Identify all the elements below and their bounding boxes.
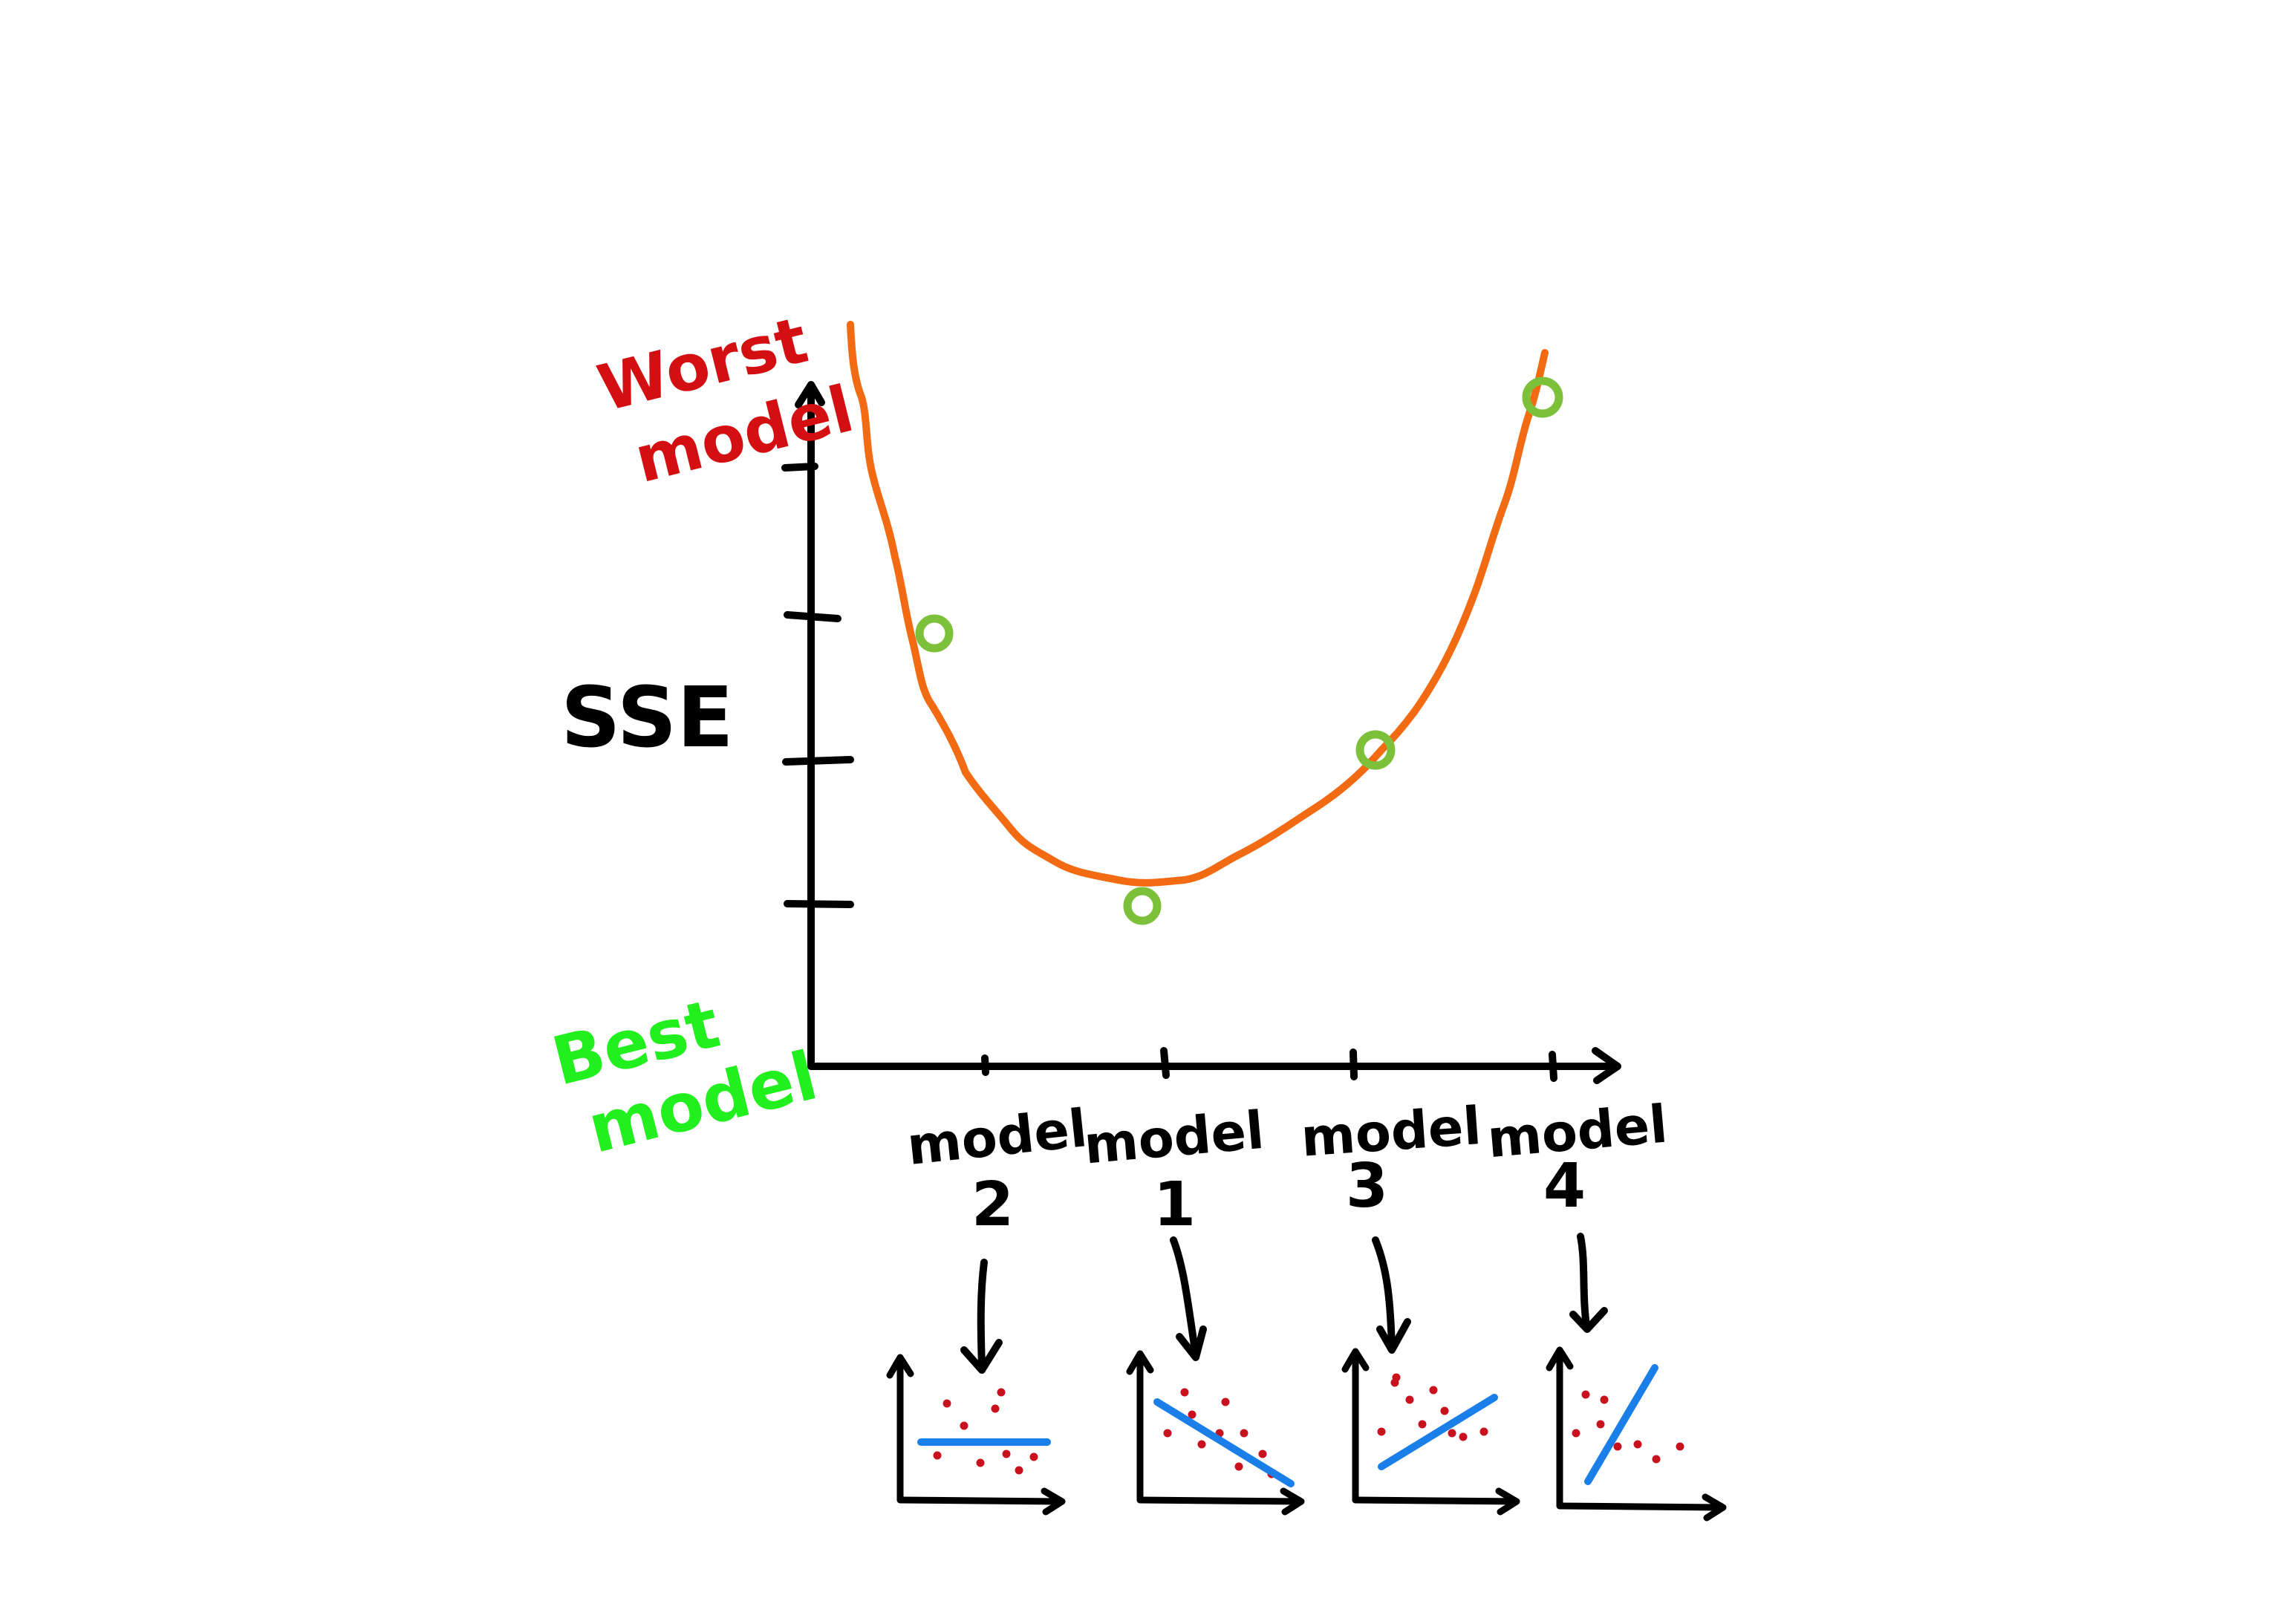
- pointer-arrows: [960, 1233, 1608, 1374]
- mini-x-arrowhead: [1495, 1487, 1520, 1516]
- mini-scatter-point: [942, 1399, 951, 1408]
- mini-y-arrowhead: [1126, 1350, 1154, 1375]
- mini-x-axis: [1556, 1502, 1725, 1511]
- mini-scatter-point: [1652, 1455, 1661, 1464]
- mini-scatter-point: [1440, 1406, 1449, 1415]
- mini-scatter-point: [1258, 1449, 1267, 1458]
- arrow-model-1: [1170, 1236, 1199, 1359]
- mini-scatter-point: [1392, 1373, 1401, 1382]
- main-axes: [781, 381, 1621, 1084]
- arrow-model-4: [1577, 1233, 1590, 1329]
- model-3-number: 3: [1346, 1151, 1388, 1222]
- marker-model-1: [1123, 887, 1162, 925]
- mini-scatter-point: [1002, 1449, 1011, 1458]
- mini-scatter-point: [1234, 1462, 1243, 1471]
- model-2-word: model: [905, 1098, 1090, 1177]
- marker-model-2: [915, 614, 954, 653]
- mini-x-arrowhead: [1702, 1493, 1727, 1522]
- mini-y-arrowhead: [1546, 1346, 1574, 1372]
- mini-scatter-point: [1581, 1390, 1590, 1399]
- arrow-model-2: [977, 1259, 988, 1370]
- y-axis-arrowhead: [795, 381, 825, 408]
- mini-plots: [886, 1346, 1727, 1522]
- mini-plot-model-4: [1546, 1346, 1727, 1522]
- mini-scatter-point: [976, 1458, 985, 1467]
- mini-fit-line: [1153, 1398, 1295, 1487]
- mini-y-arrowhead: [886, 1354, 914, 1379]
- mini-x-axis: [1136, 1496, 1303, 1505]
- mini-scatter-point: [1221, 1398, 1230, 1406]
- mini-scatter-point: [1405, 1395, 1414, 1404]
- mini-plot-model-2: [886, 1354, 1066, 1516]
- model-3-word: model: [1299, 1095, 1483, 1169]
- mini-scatter-point: [1676, 1442, 1684, 1451]
- mini-scatter-point: [1596, 1420, 1605, 1429]
- worst-model-label: Worst model: [591, 303, 861, 498]
- mini-scatter-point: [1600, 1395, 1609, 1404]
- sse-curve: [847, 321, 1549, 887]
- x-tick: [1350, 1049, 1358, 1080]
- mini-scatter-point: [1448, 1429, 1456, 1438]
- best-model-label: Best model: [545, 985, 825, 1169]
- mini-scatter-point: [1015, 1466, 1023, 1475]
- marker-model-3: [1355, 730, 1396, 770]
- model-2-number: 2: [971, 1170, 1014, 1240]
- mini-scatter-point: [1572, 1429, 1580, 1438]
- model-1-number: 1: [1153, 1170, 1196, 1240]
- mini-scatter-point: [1377, 1427, 1386, 1436]
- x-tick: [1160, 1047, 1170, 1079]
- arrow-model-1-head: [1176, 1325, 1207, 1361]
- y-axis-label: SSE: [561, 670, 734, 766]
- mini-scatter-point: [1479, 1427, 1488, 1436]
- marker-model-4: [1522, 376, 1563, 418]
- mini-scatter-point: [997, 1388, 1006, 1397]
- mini-scatter-point: [1197, 1440, 1206, 1449]
- mini-x-arrowhead: [1041, 1487, 1066, 1516]
- model-4-number: 4: [1543, 1151, 1586, 1222]
- arrow-model-2-head: [960, 1339, 1003, 1374]
- mini-scatter-point: [991, 1404, 1000, 1413]
- mini-scatter-point: [1029, 1452, 1038, 1461]
- arrow-model-4-head: [1569, 1307, 1608, 1333]
- x-axis-arrowhead: [1592, 1047, 1621, 1084]
- arrow-model-3-head: [1376, 1318, 1411, 1354]
- mini-fit-line: [1378, 1394, 1498, 1470]
- arrow-model-3: [1372, 1236, 1396, 1351]
- mini-scatter-point: [1613, 1442, 1622, 1451]
- mini-scatter-point: [1188, 1410, 1197, 1419]
- mini-x-axis: [896, 1496, 1064, 1505]
- mini-scatter-point: [1459, 1432, 1468, 1441]
- mini-y-arrowhead: [1341, 1348, 1370, 1373]
- mini-scatter-point: [933, 1451, 942, 1460]
- mini-scatter-point: [1429, 1386, 1438, 1395]
- y-tick: [781, 463, 818, 472]
- mini-scatter-point: [1633, 1440, 1642, 1449]
- model-1-word: model: [1081, 1100, 1266, 1176]
- mini-scatter-point: [1418, 1420, 1427, 1429]
- mini-scatter-point: [1240, 1429, 1248, 1438]
- mini-scatter-point: [1163, 1429, 1172, 1438]
- mini-scatter-point: [1180, 1388, 1189, 1397]
- mini-plot-model-3: [1341, 1348, 1520, 1516]
- mini-x-axis: [1352, 1496, 1519, 1505]
- x-tick: [981, 1054, 989, 1076]
- mini-x-arrowhead: [1280, 1487, 1305, 1516]
- model-markers: [915, 376, 1563, 925]
- mini-fit-line: [1584, 1364, 1658, 1485]
- y-tick: [784, 611, 841, 622]
- model-labels: model 2 model 1 model 3 model 4: [905, 1093, 1670, 1240]
- mini-plot-model-1: [1126, 1350, 1305, 1516]
- y-tick: [782, 756, 854, 766]
- x-tick: [1549, 1051, 1557, 1082]
- mini-scatter-point: [960, 1421, 968, 1430]
